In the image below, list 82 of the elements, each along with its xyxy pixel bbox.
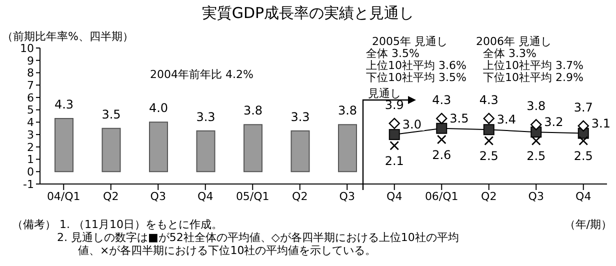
data-label: 3.1: [591, 116, 610, 130]
x-tick-label: 06/Q1: [424, 190, 458, 203]
x-tick-label: 05/Q1: [236, 190, 270, 203]
annotation: 下位10社平均 3.5%: [366, 71, 466, 84]
bar: [196, 130, 216, 172]
data-label: 3.9: [384, 98, 404, 112]
text: 値、×が各四半期における下位10社の平均値を示している。: [78, 244, 376, 257]
x-tick-label: Q4: [576, 190, 592, 203]
text: （備考） 1. （11月10日）をもとに作成。: [12, 218, 222, 231]
data-label: 3.3: [196, 110, 216, 124]
x-tick-label: Q2: [292, 190, 308, 203]
data-label: 3.2: [544, 115, 564, 130]
annotation: 2005年 見通し: [372, 35, 448, 48]
data-label: 4.3: [54, 97, 74, 112]
data-label: 3.0: [402, 118, 422, 132]
y-tick-label: 4: [27, 116, 34, 130]
text: 2. 見通しの数字は■が52社全体の平均値、◇が各四半期における上位10社の平均: [57, 231, 459, 244]
bar: [290, 130, 310, 172]
point: [483, 124, 494, 136]
point: [531, 136, 541, 146]
bar: [149, 122, 168, 172]
data-label: 2.1: [384, 154, 404, 168]
data-label: 4.0: [148, 101, 168, 116]
data-label: 2.5: [526, 149, 546, 164]
data-label: 3.7: [574, 100, 593, 114]
point: [530, 119, 542, 130]
point: [436, 112, 448, 124]
point: [388, 129, 400, 140]
data-label: 3.5: [102, 107, 121, 122]
point: [390, 140, 400, 150]
x-tick-label: Q3: [528, 190, 544, 203]
y-tick-label: 8: [27, 66, 34, 80]
bar: [54, 118, 74, 172]
y-tick-label: 5: [27, 104, 34, 117]
bar: [244, 124, 262, 172]
data-label: 4.3: [479, 92, 498, 107]
x-axis-title: （年/期）: [564, 218, 612, 231]
x-tick-label: Q3: [150, 190, 166, 203]
y-tick-label: -1: [23, 178, 34, 191]
point: [388, 118, 400, 130]
annotation: 2004年前年比 4.2%: [150, 68, 254, 81]
point: [578, 136, 588, 146]
x-tick-label: Q2: [481, 190, 497, 203]
y-tick-label: 2: [27, 140, 34, 154]
point: [483, 112, 494, 124]
data-label: 3.8: [243, 104, 263, 118]
y-tick-label: 3: [27, 128, 34, 142]
y-tick-label: 10: [20, 42, 34, 55]
bar: [102, 128, 121, 172]
bar: [338, 124, 357, 172]
annotation: 見通し: [368, 87, 401, 100]
x-tick-label: 04/Q1: [46, 190, 80, 203]
data-label: 3.8: [338, 104, 358, 118]
data-label: 3.4: [496, 112, 516, 127]
annotation: 全体 3.5%: [366, 47, 420, 60]
annotation: 下位10社平均 2.9%: [483, 71, 584, 84]
x-tick-label: Q3: [339, 190, 355, 203]
y-tick-label: 1: [27, 153, 34, 166]
annotation: 2006年 見通し: [476, 35, 552, 48]
point: [436, 134, 446, 144]
y-tick-label: 9: [27, 54, 34, 68]
y-axis-title: （前期比年率%、四半期）: [2, 30, 134, 43]
data-label: 2.5: [574, 149, 593, 164]
point: [436, 122, 448, 134]
x-tick-label: Q2: [103, 190, 119, 203]
annotation: 上位10社平均 3.6%: [366, 59, 466, 72]
data-label: 3.3: [290, 110, 310, 124]
y-tick-label: 6: [27, 91, 34, 104]
point: [484, 136, 494, 146]
annotation: 全体 3.3%: [483, 47, 536, 60]
chart-title: 実質GDP成長率の実績と見通し: [202, 4, 414, 22]
data-label: 3.5: [450, 111, 469, 126]
y-tick-label: 0: [27, 166, 34, 179]
data-label: 2.6: [432, 148, 452, 162]
point: [578, 120, 589, 132]
data-label: 4.3: [432, 92, 452, 107]
x-tick-label: Q4: [386, 190, 402, 203]
data-label: 3.8: [526, 99, 546, 114]
x-tick-label: Q4: [198, 190, 214, 203]
data-label: 2.5: [479, 149, 498, 164]
annotation: 上位10社平均 3.7%: [483, 59, 584, 72]
y-tick-label: 7: [27, 78, 34, 92]
